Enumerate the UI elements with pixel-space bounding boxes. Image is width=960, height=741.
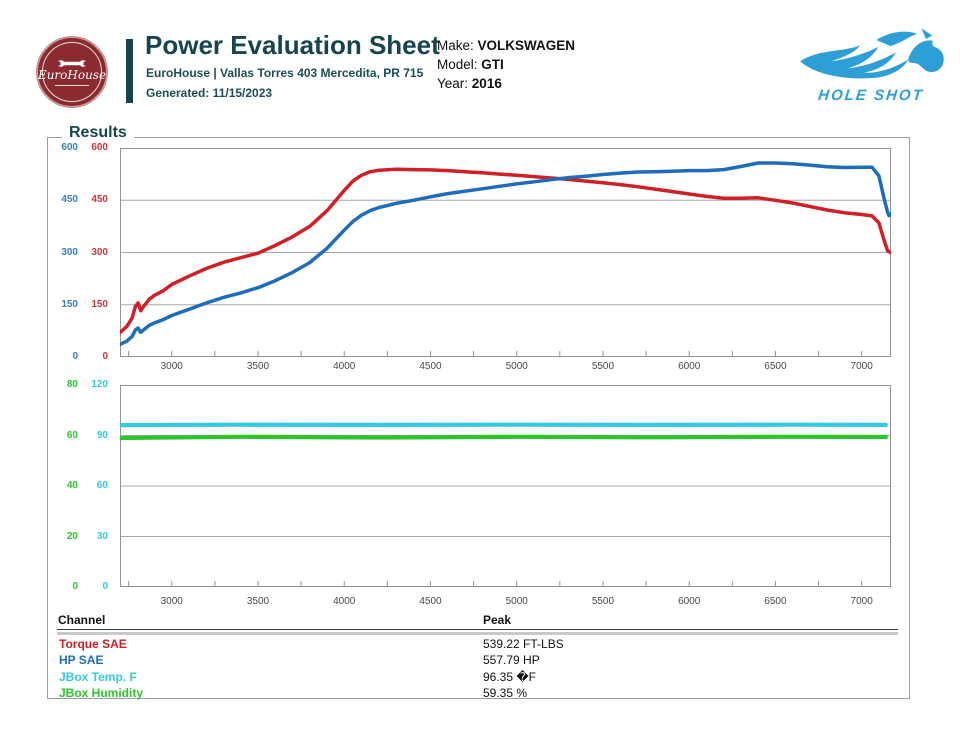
logo-brand-text: EuroHouse bbox=[37, 67, 107, 82]
eurohouse-logo-inner: EuroHouse bbox=[38, 42, 106, 102]
environment-chart-inner-tick: 30 bbox=[96, 530, 108, 542]
environment-chart-x-tick: 3000 bbox=[160, 596, 183, 607]
vehicle-make: Make: VOLKSWAGEN bbox=[437, 38, 576, 53]
results-legend: Results bbox=[62, 124, 134, 142]
power-chart-x-tick: 6500 bbox=[764, 361, 787, 372]
power-chart-outer-tick: 300 bbox=[61, 246, 78, 258]
power-chart-inner-tick: 300 bbox=[91, 246, 108, 258]
environment-chart-inner-tick: 120 bbox=[91, 379, 108, 390]
channel-cell: JBox Humidity bbox=[59, 686, 144, 701]
peak-cell: 539.22 FT-LBS bbox=[483, 637, 564, 651]
environment-chart-x-tick: 4000 bbox=[333, 596, 356, 607]
power-chart-x-tick: 5500 bbox=[591, 361, 615, 372]
partner-logo: HOLE SHOT bbox=[788, 24, 954, 104]
table-header-channel: Channel bbox=[58, 613, 106, 627]
power-chart-outer-tick: 450 bbox=[61, 194, 78, 206]
page-title: Power Evaluation Sheet bbox=[145, 30, 440, 60]
horse-flame-icon bbox=[800, 28, 944, 79]
environment-chart-outer-tick: 40 bbox=[66, 480, 78, 491]
environment-chart-x-tick: 5500 bbox=[591, 596, 615, 607]
power-chart-inner-tick: 150 bbox=[91, 298, 108, 310]
shop-address: EuroHouse | Vallas Torres 403 Mercedita,… bbox=[146, 66, 424, 80]
environment-chart-outer-tick: 60 bbox=[66, 429, 78, 441]
peak-cell: 59.35 % bbox=[483, 686, 528, 701]
environment-chart-outer-tick: 0 bbox=[72, 581, 78, 592]
environment-chart-x-tick: 3500 bbox=[246, 596, 270, 607]
peak-cell: 557.79 HP bbox=[483, 653, 540, 668]
environment-chart-outer-tick: 20 bbox=[66, 530, 78, 542]
environment-chart-x-tick: 5000 bbox=[505, 596, 528, 607]
channel-cell: HP SAE bbox=[59, 653, 104, 668]
environment-chart-x-tick: 7000 bbox=[850, 596, 873, 607]
power-chart-x-tick: 4500 bbox=[419, 361, 442, 372]
power-chart-x-tick: 7000 bbox=[850, 361, 873, 372]
table-header-peak: Peak bbox=[483, 613, 512, 627]
power-chart-outer-tick: 0 bbox=[72, 351, 78, 362]
vehicle-info: Make: VOLKSWAGEN Model: GTI Year: 2016 bbox=[437, 36, 575, 93]
environment-chart-x-tick: 6000 bbox=[678, 596, 701, 607]
power-chart-x-tick: 4000 bbox=[333, 361, 356, 372]
environment-chart-x-tick: 4500 bbox=[419, 596, 442, 607]
vehicle-model: Model: GTI bbox=[437, 57, 504, 72]
power-chart-outer-tick: 150 bbox=[61, 298, 78, 310]
environment-chart-outer-tick: 80 bbox=[66, 379, 78, 390]
partner-logo-text: HOLE SHOT bbox=[817, 87, 925, 104]
environment-chart-x-tick: 6500 bbox=[764, 596, 787, 607]
environment-chart-inner-tick: 90 bbox=[96, 429, 108, 441]
series-hp-sae bbox=[118, 161, 893, 347]
channel-cell: Torque SAE bbox=[59, 637, 127, 651]
series-jbox-humidity bbox=[117, 434, 888, 441]
logo-divider bbox=[55, 84, 89, 86]
power-chart-x-tick: 5000 bbox=[505, 361, 528, 372]
environment-chart-inner-tick: 0 bbox=[102, 581, 108, 592]
title-accent-bar bbox=[126, 39, 133, 103]
power-chart-outer-tick: 600 bbox=[61, 142, 78, 153]
series-torque-sae bbox=[118, 167, 893, 335]
vehicle-year: Year: 2016 bbox=[437, 76, 502, 91]
channel-cell: JBox Temp. F bbox=[59, 669, 137, 684]
power-chart-x-tick: 6000 bbox=[678, 361, 701, 372]
peak-cell: 96.35 �F bbox=[483, 669, 536, 684]
eurohouse-logo: EuroHouse bbox=[36, 36, 108, 108]
wrench-icon bbox=[57, 59, 87, 67]
power-chart-x-tick: 3500 bbox=[246, 361, 270, 372]
environment-chart-plot bbox=[117, 385, 891, 587]
power-chart-inner-tick: 600 bbox=[91, 142, 108, 153]
table-header-rule bbox=[57, 629, 898, 630]
power-chart-x-tick: 3000 bbox=[160, 361, 183, 372]
power-chart-plot bbox=[118, 148, 893, 357]
power-chart-inner-tick: 0 bbox=[102, 351, 108, 362]
generated-date: Generated: 11/15/2023 bbox=[146, 86, 273, 100]
table-header-rule-thick bbox=[57, 632, 898, 635]
power-chart-inner-tick: 450 bbox=[91, 194, 108, 206]
results-section bbox=[47, 137, 910, 699]
environment-chart-inner-tick: 60 bbox=[96, 480, 108, 491]
